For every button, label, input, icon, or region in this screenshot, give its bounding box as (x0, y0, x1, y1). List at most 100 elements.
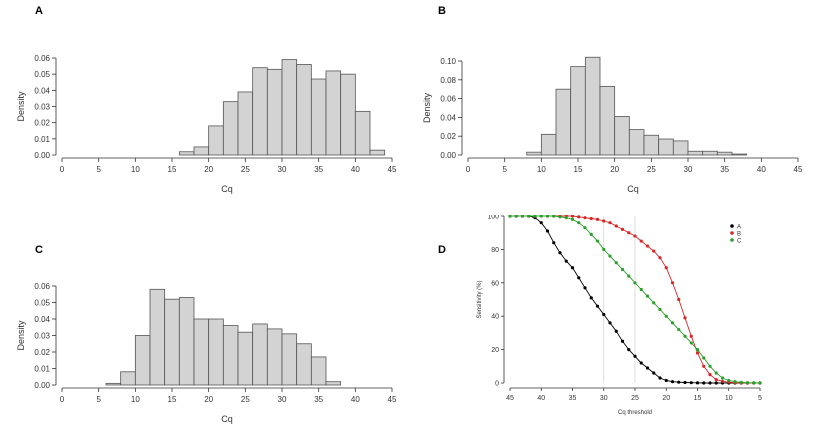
histogram-bar (208, 125, 224, 156)
histogram-bar (369, 149, 386, 156)
data-point-c (714, 371, 718, 375)
x-tick-label: 25 (647, 165, 656, 174)
histogram-bar (252, 323, 268, 386)
x-tick-label: 5 (502, 165, 507, 174)
data-point-a (620, 339, 625, 343)
y-tick-label: 0.01 (34, 135, 50, 144)
x-axis-label: Cq (627, 184, 639, 194)
data-point-b (720, 379, 725, 383)
x-tick-label: 25 (241, 395, 250, 404)
x-tick-label: 45 (506, 395, 514, 402)
y-tick-label: 0.04 (34, 315, 50, 324)
data-point-b (664, 266, 668, 270)
x-tick-label: 30 (684, 165, 693, 174)
data-point-c (639, 287, 643, 292)
data-point-a (683, 380, 687, 385)
data-point-c (514, 214, 518, 218)
y-tick-label: 0.01 (34, 365, 50, 374)
data-point-c (727, 378, 731, 383)
histogram-bar (149, 288, 166, 386)
data-point-b (633, 234, 637, 238)
y-tick-label: 60 (491, 280, 499, 287)
data-point-c (652, 301, 656, 305)
x-tick-label: 40 (757, 165, 766, 174)
data-point-a (708, 381, 712, 385)
histogram-bar (193, 146, 210, 156)
x-tick-label: 20 (610, 165, 619, 174)
y-tick-label: 0.10 (440, 57, 456, 66)
y-tick-label: 0.00 (34, 381, 50, 390)
data-point-a (689, 381, 693, 385)
data-point-a (677, 380, 681, 384)
histogram-bar (584, 56, 601, 156)
data-point-a (639, 361, 643, 365)
data-point-b (570, 214, 575, 218)
data-point-c (720, 376, 725, 380)
y-tick-label: 0.00 (440, 151, 456, 160)
data-point-c (633, 281, 637, 285)
histogram-bar (178, 297, 195, 386)
histogram-bar (105, 382, 122, 386)
data-point-a (583, 286, 587, 290)
x-tick-label: 5 (758, 395, 762, 402)
histogram-bar (281, 333, 298, 386)
histogram-bar (193, 318, 210, 386)
histogram-bar (540, 133, 557, 156)
y-tick-label: 0.02 (34, 119, 50, 128)
y-tick-label: 40 (491, 314, 499, 321)
y-tick-label: 0.03 (34, 103, 50, 112)
data-point-b (608, 221, 612, 225)
panel-a: A 0 5 10 15 20 25 30 35 40 45 0.00 0.01 0.02 0.03 0.04… (0, 0, 414, 215)
data-point-a (602, 312, 606, 317)
histogram-bar (164, 298, 180, 386)
x-tick-label: 5 (96, 165, 101, 174)
data-point-b (645, 244, 650, 248)
histogram-bar (266, 328, 283, 386)
data-point-b (614, 224, 618, 228)
data-point-c (508, 214, 512, 218)
data-point-c (552, 214, 556, 218)
y-tick-label: 0.04 (34, 86, 50, 95)
x-axis-label: Cq threshold (618, 410, 652, 416)
y-tick-label: 0.03 (34, 332, 50, 341)
histogram-bar (658, 138, 674, 156)
data-point-c (645, 294, 650, 298)
histogram-bar (208, 318, 224, 386)
data-point-b (627, 231, 631, 235)
data-point-b (695, 351, 700, 355)
panel-d: D 45 40 35 30 25 20 15 10 5 0 20 40 60 80 100 A B C Cq thr… (414, 214, 828, 431)
data-point-c (745, 381, 750, 385)
y-tick-label: 0.02 (34, 348, 50, 357)
panel-d-letter: D (438, 244, 446, 256)
data-point-c (683, 334, 687, 338)
data-point-b (652, 249, 656, 253)
line-chart-d: 45 40 35 30 25 20 15 10 5 0 20 40 60 80 100 ABC Cq thres… (477, 214, 762, 417)
data-point-b (577, 215, 581, 219)
histogram-bar (716, 151, 733, 156)
data-point-b (595, 217, 600, 221)
data-point-a (545, 229, 550, 233)
data-point-c (620, 267, 625, 272)
data-point-a (589, 296, 593, 300)
panel-b-letter: B (438, 5, 446, 17)
y-axis-label: Density (16, 91, 26, 122)
data-point-c (664, 314, 668, 318)
histogram-bar (134, 335, 151, 386)
x-tick-label: 25 (241, 165, 250, 174)
histogram-bar (325, 70, 342, 156)
data-point-c (577, 221, 581, 225)
data-point-b (658, 256, 662, 260)
data-point-a (664, 378, 668, 383)
data-point-c (608, 254, 612, 258)
histogram-bar (570, 66, 586, 156)
x-tick-label: 40 (351, 165, 360, 174)
data-point-c (614, 261, 618, 265)
x-tick-label: 5 (96, 395, 101, 404)
x-axis-label: Cq (221, 184, 233, 194)
data-point-c (558, 215, 562, 219)
histogram-bar (687, 150, 704, 156)
histogram-bar (526, 151, 542, 156)
data-point-c (758, 381, 762, 385)
histogram-bar (222, 101, 239, 156)
data-point-c (602, 247, 606, 251)
